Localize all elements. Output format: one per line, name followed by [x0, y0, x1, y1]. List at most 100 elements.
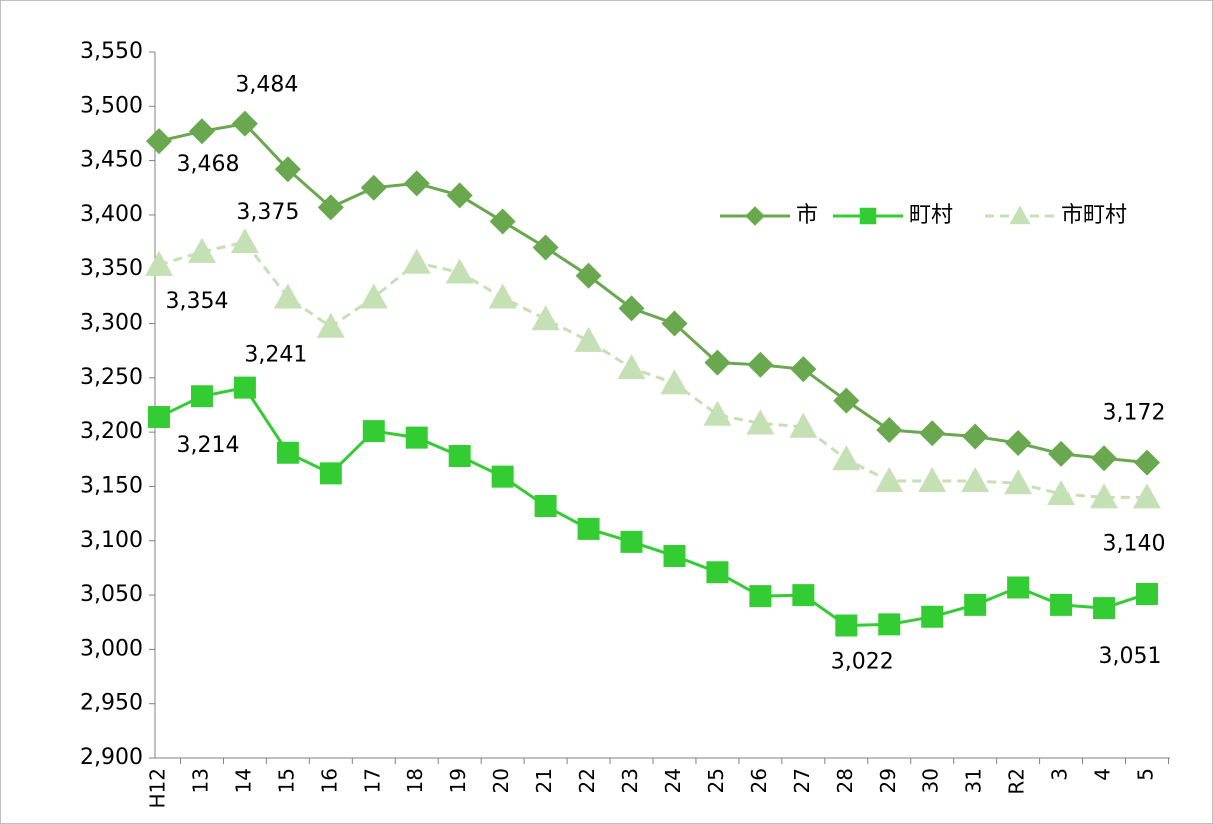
x-tick-label: 30	[919, 768, 943, 793]
diamond-marker	[790, 356, 817, 383]
x-tick-label: 4	[1091, 768, 1115, 781]
diamond-marker	[231, 110, 258, 137]
triangle-marker	[789, 412, 818, 438]
diamond-marker	[188, 118, 215, 145]
legend-item: 町村	[833, 203, 953, 228]
triangle-marker	[875, 467, 904, 493]
diamond-marker	[1091, 445, 1118, 472]
triangle-marker	[359, 283, 388, 309]
triangle-marker	[746, 409, 775, 435]
x-tick-label: 16	[317, 768, 341, 793]
y-tick-label: 3,450	[80, 148, 143, 173]
square-marker	[1093, 597, 1116, 620]
square-marker	[405, 426, 428, 449]
data-label: 3,172	[1103, 401, 1166, 426]
square-marker	[1136, 582, 1158, 605]
diamond-marker	[833, 387, 860, 414]
y-tick-label: 3,400	[80, 202, 143, 227]
y-tick-label: 3,300	[80, 311, 143, 336]
y-tick-label: 3,550	[80, 39, 143, 64]
diamond-marker	[661, 310, 688, 337]
triangle-marker	[961, 467, 990, 493]
y-tick-label: 3,050	[80, 582, 143, 607]
x-tick-label: 28	[833, 768, 857, 793]
x-tick-label: 18	[403, 768, 427, 793]
diamond-marker	[360, 174, 387, 201]
x-tick-label: 23	[618, 768, 642, 793]
triangle-marker	[488, 283, 517, 309]
x-tick-label: 29	[876, 768, 900, 793]
triangle-marker	[445, 258, 474, 284]
y-tick-label: 3,150	[80, 473, 143, 498]
square-marker	[964, 593, 987, 616]
data-label: 3,051	[1099, 644, 1162, 669]
square-marker	[276, 441, 299, 464]
legend-item: 市町村	[985, 203, 1127, 228]
series-line	[158, 240, 1147, 499]
x-tick-label: 15	[274, 768, 298, 793]
square-marker	[148, 405, 170, 428]
square-marker	[749, 585, 772, 608]
y-tick-label: 3,500	[80, 93, 143, 118]
diamond-marker	[1005, 430, 1032, 457]
square-marker	[319, 462, 342, 485]
square-marker	[706, 561, 729, 584]
data-label: 3,468	[177, 152, 240, 177]
triangle-marker	[1090, 483, 1119, 509]
x-tick-label: H12	[146, 768, 170, 809]
square-marker	[1007, 576, 1030, 599]
square-marker	[792, 584, 815, 607]
square-marker	[1050, 593, 1073, 616]
diamond-marker	[747, 351, 774, 378]
x-tick-label: 14	[231, 768, 255, 793]
square-marker	[921, 605, 944, 628]
triangle-marker	[703, 400, 732, 426]
triangle-marker	[402, 248, 431, 274]
square-marker	[835, 614, 858, 637]
x-tick-label: 5	[1134, 768, 1158, 781]
y-tick-label: 3,250	[80, 365, 143, 390]
x-tick-label: 13	[188, 768, 212, 793]
y-tick-label: 3,000	[80, 636, 143, 661]
x-tick-label: 27	[790, 768, 814, 793]
square-marker	[233, 376, 256, 399]
triangle-marker	[230, 228, 259, 254]
y-tick-label: 3,350	[80, 256, 143, 281]
triangle-marker	[1047, 480, 1076, 506]
diamond-marker	[704, 349, 731, 376]
x-tick-label: 26	[747, 768, 771, 793]
diamond-marker	[274, 156, 301, 183]
triangle-marker	[832, 445, 861, 471]
square-marker	[878, 613, 901, 636]
triangle-marker	[574, 326, 603, 352]
legend-item: 市	[720, 203, 818, 228]
x-tick-label: 20	[489, 768, 513, 793]
diamond-marker	[1134, 449, 1160, 476]
square-marker	[190, 385, 213, 408]
x-tick-label: 31	[962, 768, 986, 793]
square-marker	[362, 420, 385, 443]
triangle-marker	[316, 312, 345, 338]
triangle-marker	[1004, 469, 1033, 495]
data-label: 3,241	[244, 343, 307, 368]
legend-label: 市	[796, 203, 818, 228]
data-label: 3,214	[177, 433, 240, 458]
square-marker	[448, 445, 471, 468]
square-marker	[577, 517, 600, 540]
y-tick-label: 3,200	[80, 419, 143, 444]
triangle-marker	[273, 283, 302, 309]
diamond-marker	[575, 262, 602, 289]
diamond-marker	[876, 416, 903, 443]
diamond-marker	[317, 194, 344, 221]
diamond-marker	[489, 208, 516, 235]
diamond-marker	[446, 182, 473, 209]
triangle-marker	[145, 250, 173, 276]
diamond-marker	[146, 128, 172, 155]
square-marker	[859, 207, 877, 225]
diamond-marker	[532, 234, 559, 261]
x-tick-label: 19	[446, 768, 470, 793]
x-tick-label: 21	[532, 768, 556, 793]
triangle-marker	[187, 237, 216, 263]
x-tick-label: R2	[1005, 768, 1029, 795]
